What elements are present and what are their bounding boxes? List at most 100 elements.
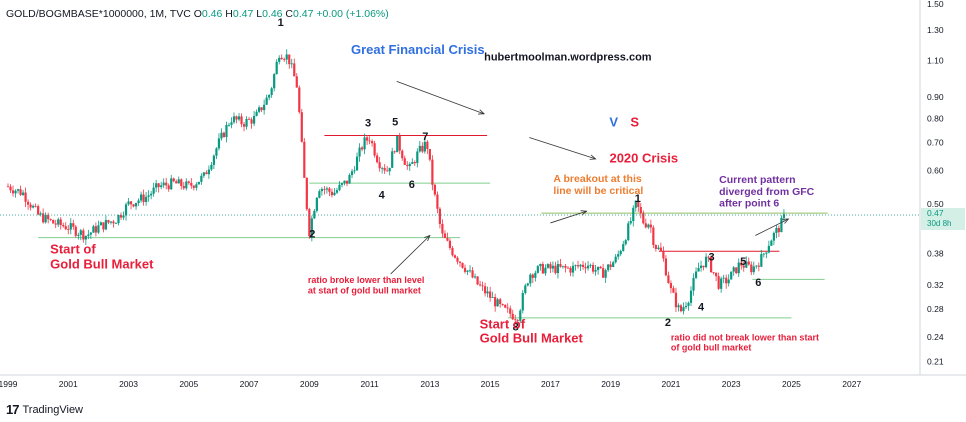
candle-body	[87, 234, 90, 236]
candle-body	[345, 180, 349, 184]
chart-annotation: 2020 Crisis	[609, 151, 678, 166]
candle-body	[152, 187, 155, 194]
candle-body	[406, 164, 409, 167]
candle-body	[263, 104, 266, 111]
candle-body	[504, 304, 507, 308]
y-tick-label: 0.32	[927, 280, 944, 290]
candle-body	[684, 305, 688, 308]
candle-body	[315, 197, 318, 211]
candle-body	[237, 116, 241, 120]
candle-body	[549, 264, 552, 269]
candle-body	[473, 276, 477, 278]
candle-body	[376, 155, 379, 163]
chart-annotation: at start of gold bull market	[308, 286, 421, 296]
candle-body	[97, 225, 100, 233]
candle-body	[107, 220, 110, 223]
candle-body	[699, 265, 703, 268]
candle-body	[72, 223, 75, 227]
arrow-breakout[interactable]	[550, 210, 587, 224]
arrow-vs-to-2020-head	[589, 154, 597, 160]
candle-body	[574, 265, 577, 266]
wave-point-label: 6	[755, 277, 761, 289]
candle-body	[704, 256, 708, 268]
candle-body	[471, 270, 474, 278]
candle-body	[494, 297, 497, 307]
candle-body	[19, 189, 22, 195]
candle-body	[11, 190, 15, 194]
chart-annotation: A breakout at this	[553, 173, 641, 185]
candle-body	[34, 205, 37, 207]
candle-body	[599, 266, 602, 269]
candle-body	[155, 183, 158, 188]
candle-body	[446, 238, 449, 241]
candle-body	[117, 215, 120, 224]
candle-body	[509, 308, 512, 314]
candle-body	[79, 230, 82, 235]
arrow-gfc-to-vs[interactable]	[396, 81, 485, 115]
candle-body	[197, 181, 200, 185]
candle-body	[677, 305, 680, 308]
candle-body	[318, 191, 321, 198]
arrow-broke-lower[interactable]	[390, 235, 431, 275]
candle-body	[92, 226, 95, 233]
candle-body	[157, 183, 160, 188]
candle-body	[139, 194, 143, 201]
candle-body	[227, 124, 231, 126]
candle-body	[398, 135, 401, 151]
candle-body	[468, 270, 472, 272]
x-tick-label: 2007	[240, 379, 259, 389]
candle-body	[378, 162, 381, 169]
candle-body	[710, 256, 713, 273]
candle-body	[755, 265, 758, 267]
candle-body	[220, 132, 223, 139]
candle-body	[180, 179, 183, 187]
candle-body	[350, 171, 354, 176]
y-tick-label: 0.38	[927, 249, 944, 259]
candle-body	[160, 185, 163, 188]
candle-body	[268, 94, 271, 98]
candle-body	[579, 264, 582, 267]
chart-annotation: Start of	[50, 242, 96, 257]
candle-body	[182, 186, 185, 189]
candle-body	[639, 206, 642, 214]
candle-body	[280, 57, 283, 60]
candle-body	[654, 245, 657, 249]
candle-body	[37, 206, 40, 215]
candle-body	[571, 265, 575, 273]
wave-point-label: 4	[698, 302, 705, 314]
candle-body	[682, 307, 685, 312]
chart-annotation: Current pattern	[719, 174, 795, 186]
candle-body	[52, 219, 55, 224]
candle-body	[519, 310, 522, 321]
candle-body	[408, 163, 411, 167]
candle-body	[348, 175, 351, 184]
candle-body	[338, 184, 341, 191]
arrow-vs-to-2020[interactable]	[529, 137, 596, 160]
candle-body	[501, 304, 504, 305]
candle-body	[745, 261, 748, 268]
candle-body	[752, 266, 755, 273]
candle-body	[235, 116, 238, 120]
candle-body	[147, 195, 150, 197]
candle-body	[775, 227, 778, 233]
arrow-current-pattern[interactable]	[755, 218, 789, 236]
y-tick-label: 0.90	[927, 92, 944, 102]
candle-body	[278, 57, 281, 62]
candle-body	[602, 268, 605, 278]
candle-body	[619, 250, 622, 255]
candle-body	[215, 148, 218, 156]
x-tick-label: 2017	[541, 379, 560, 389]
y-tick-label: 0.28	[927, 304, 944, 314]
candle-body	[21, 192, 25, 195]
candle-body	[496, 299, 499, 307]
candle-body	[463, 267, 467, 272]
wave-point-label: 5	[392, 117, 398, 129]
candle-body	[647, 224, 650, 228]
tradingview-logo[interactable]: 17 TradingView	[6, 402, 83, 417]
candle-body	[137, 200, 140, 203]
candle-body	[712, 272, 715, 273]
candle-body	[134, 202, 138, 207]
candle-body	[697, 267, 700, 272]
candle-body	[564, 265, 567, 268]
